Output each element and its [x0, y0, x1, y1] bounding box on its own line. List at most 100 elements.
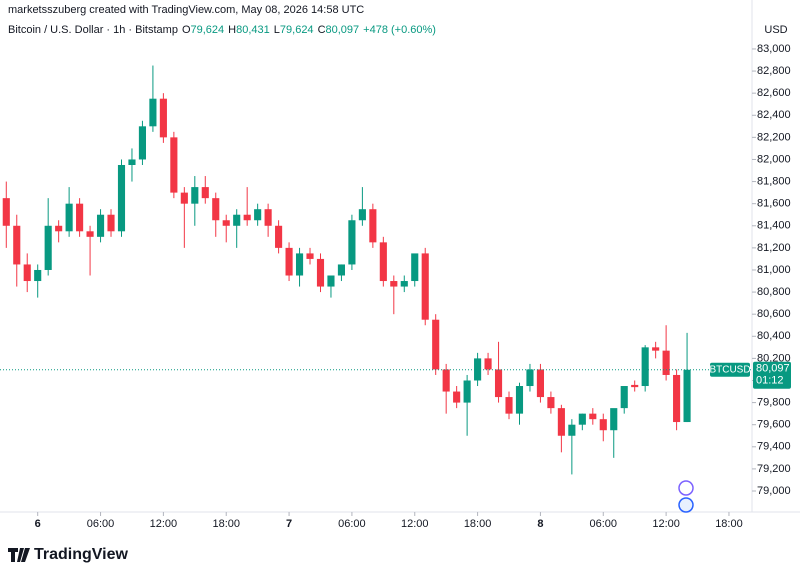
credit: marketsszuberg created with TradingView.…	[8, 4, 364, 16]
y-tick-label: 83,000	[757, 43, 791, 55]
x-tick-label: 8	[537, 518, 543, 530]
candle-body	[494, 369, 503, 398]
ohlc-key: L	[274, 24, 280, 36]
y-tick-label: 81,400	[757, 220, 791, 232]
ohlc-value: 79,624	[191, 24, 225, 36]
symbol-tag-label: BTCUSD	[709, 364, 750, 375]
candle-body	[327, 275, 335, 287]
y-tick-label: 82,400	[757, 109, 791, 121]
candle-body	[316, 258, 325, 287]
candle-body	[34, 269, 42, 282]
x-tick-label: 06:00	[87, 518, 115, 530]
ohlc-key: H	[228, 24, 236, 36]
candle-body	[610, 408, 618, 431]
y-tick-label: 79,800	[757, 396, 791, 408]
candle-body	[390, 281, 398, 287]
candle-body	[191, 187, 199, 204]
y-tick-label: 82,800	[757, 65, 791, 77]
price-tag	[753, 361, 791, 389]
candle-body	[463, 380, 471, 403]
y-tick-label: 82,200	[757, 131, 791, 143]
candle-body	[264, 209, 272, 226]
candle-body	[86, 231, 94, 237]
y-tick-label: 79,000	[757, 485, 791, 497]
x-tick-label: 6	[35, 518, 41, 530]
logo-mark	[8, 548, 30, 562]
candle-body	[201, 187, 209, 199]
candle-body	[295, 253, 304, 276]
y-tick-label: 80,400	[757, 330, 791, 342]
candle-body	[337, 264, 345, 276]
ohlc-value: 80,431	[236, 24, 270, 36]
y-tick-label: 80,800	[757, 286, 791, 298]
candle-body	[484, 358, 492, 370]
symbol-legend: Bitcoin / U.S. Dollar · 1h · Bitstamp O79…	[8, 24, 436, 36]
y-tick-label: 81,600	[757, 198, 791, 210]
candle-body	[222, 220, 230, 226]
event-icon	[678, 480, 694, 496]
x-tick-label: 12:00	[150, 518, 178, 530]
y-tick-label: 80,200	[757, 352, 791, 364]
y-tick-label: 81,000	[757, 264, 791, 276]
candle-body	[243, 214, 251, 221]
candle-body	[128, 159, 136, 165]
candle-body	[212, 198, 220, 221]
logo: TradingView	[8, 546, 129, 563]
ohlc-value: 80,097	[326, 24, 360, 36]
candle-body	[599, 419, 607, 431]
y-tick-label: 79,600	[757, 419, 791, 431]
candle-body	[96, 214, 105, 237]
logo-text: TradingView	[34, 546, 129, 563]
symbol-tag	[710, 362, 750, 377]
ohlc-key: C	[318, 24, 326, 36]
candle-body	[568, 424, 576, 436]
candle-body	[254, 209, 262, 221]
currency: USD	[764, 24, 787, 36]
candle-body	[117, 164, 126, 232]
x-tick-label: 7	[286, 518, 292, 530]
x-tick-label: 06:00	[590, 518, 618, 530]
candle-body	[55, 225, 63, 232]
candle-body	[589, 413, 597, 420]
candle-body	[233, 214, 241, 226]
event-icon	[678, 497, 694, 513]
change: +478 (+0.60%)	[363, 24, 436, 36]
candle-body	[578, 413, 586, 425]
candle-body	[369, 209, 377, 243]
candle-body	[652, 347, 660, 351]
candle-body	[159, 98, 167, 138]
candle-body	[170, 137, 178, 193]
countdown-label: 01:12	[756, 375, 784, 387]
candle-body	[442, 369, 450, 392]
candle-body	[65, 203, 73, 232]
candle-body	[673, 374, 681, 423]
y-tick-label: 81,800	[757, 175, 791, 187]
candle-body	[515, 386, 524, 414]
candle-body	[526, 369, 534, 387]
x-tick-label: 12:00	[652, 518, 680, 530]
y-tick-label: 79,200	[757, 463, 791, 475]
candle-body	[379, 242, 387, 282]
candle-body	[107, 214, 115, 232]
candle-body	[138, 126, 147, 160]
y-tick-label: 82,000	[757, 153, 791, 165]
y-tick-label: 81,200	[757, 242, 791, 254]
candle-body	[275, 225, 283, 248]
candle-body	[620, 386, 628, 409]
candle-body	[411, 253, 419, 282]
candle-body	[453, 391, 461, 403]
ohlc-value: 79,624	[280, 24, 314, 36]
candle-body	[348, 220, 356, 265]
candle-body	[505, 397, 513, 414]
x-tick-label: 18:00	[715, 518, 743, 530]
y-tick-label: 79,400	[757, 441, 791, 453]
candle-body	[23, 264, 31, 282]
x-tick-label: 06:00	[338, 518, 366, 530]
candle-body	[662, 350, 670, 375]
candle-body	[536, 369, 544, 398]
candle-body	[306, 253, 314, 259]
candle-body	[180, 192, 188, 204]
y-tick-label: 80,600	[757, 308, 791, 320]
